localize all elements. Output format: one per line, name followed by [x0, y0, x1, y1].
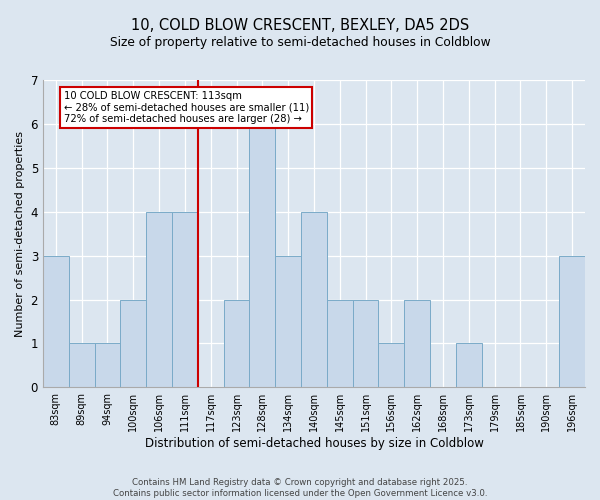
Bar — [456, 344, 482, 388]
Text: 10 COLD BLOW CRESCENT: 113sqm
← 28% of semi-detached houses are smaller (11)
72%: 10 COLD BLOW CRESCENT: 113sqm ← 28% of s… — [64, 91, 309, 124]
Bar — [69, 344, 95, 388]
Bar — [121, 300, 146, 388]
Text: 10, COLD BLOW CRESCENT, BEXLEY, DA5 2DS: 10, COLD BLOW CRESCENT, BEXLEY, DA5 2DS — [131, 18, 469, 32]
Bar — [353, 300, 379, 388]
Bar — [224, 300, 250, 388]
Bar — [559, 256, 585, 388]
Bar — [43, 256, 69, 388]
Bar — [275, 256, 301, 388]
Bar — [95, 344, 121, 388]
Bar — [404, 300, 430, 388]
Bar — [172, 212, 198, 388]
Y-axis label: Number of semi-detached properties: Number of semi-detached properties — [15, 130, 25, 336]
Bar — [327, 300, 353, 388]
Text: Size of property relative to semi-detached houses in Coldblow: Size of property relative to semi-detach… — [110, 36, 490, 49]
Bar — [379, 344, 404, 388]
Bar — [301, 212, 327, 388]
Bar — [146, 212, 172, 388]
X-axis label: Distribution of semi-detached houses by size in Coldblow: Distribution of semi-detached houses by … — [145, 437, 484, 450]
Bar — [250, 124, 275, 388]
Text: Contains HM Land Registry data © Crown copyright and database right 2025.
Contai: Contains HM Land Registry data © Crown c… — [113, 478, 487, 498]
